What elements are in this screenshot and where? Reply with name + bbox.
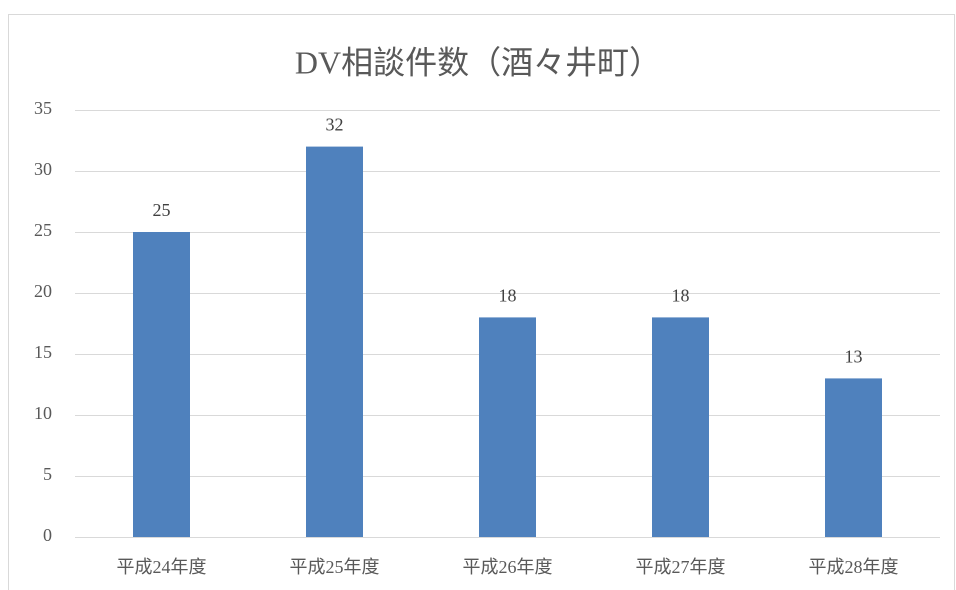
- y-tick-label: 0: [43, 525, 52, 545]
- data-label: 25: [153, 200, 171, 220]
- y-tick-label: 35: [34, 98, 52, 118]
- data-label: 32: [326, 115, 344, 135]
- data-label: 18: [499, 286, 517, 306]
- bar: [825, 378, 882, 537]
- y-tick-label: 5: [43, 464, 52, 484]
- data-label: 13: [845, 347, 863, 367]
- chart-title: DV相談件数（酒々井町）: [295, 44, 661, 80]
- y-tick-label: 15: [34, 342, 52, 362]
- data-label: 18: [672, 286, 690, 306]
- y-tick-label: 20: [34, 281, 52, 301]
- chart-frame: [8, 14, 955, 590]
- bar: [479, 317, 536, 537]
- y-tick-label: 30: [34, 159, 52, 179]
- x-tick-label: 平成28年度: [809, 557, 899, 577]
- y-tick-label: 25: [34, 220, 52, 240]
- x-tick-label: 平成26年度: [463, 557, 553, 577]
- bar: [652, 317, 709, 537]
- x-tick-label: 平成24年度: [117, 557, 207, 577]
- x-tick-label: 平成25年度: [290, 557, 380, 577]
- bar: [133, 232, 190, 537]
- bar: [306, 146, 363, 537]
- x-tick-label: 平成27年度: [636, 557, 726, 577]
- y-tick-label: 10: [34, 403, 52, 423]
